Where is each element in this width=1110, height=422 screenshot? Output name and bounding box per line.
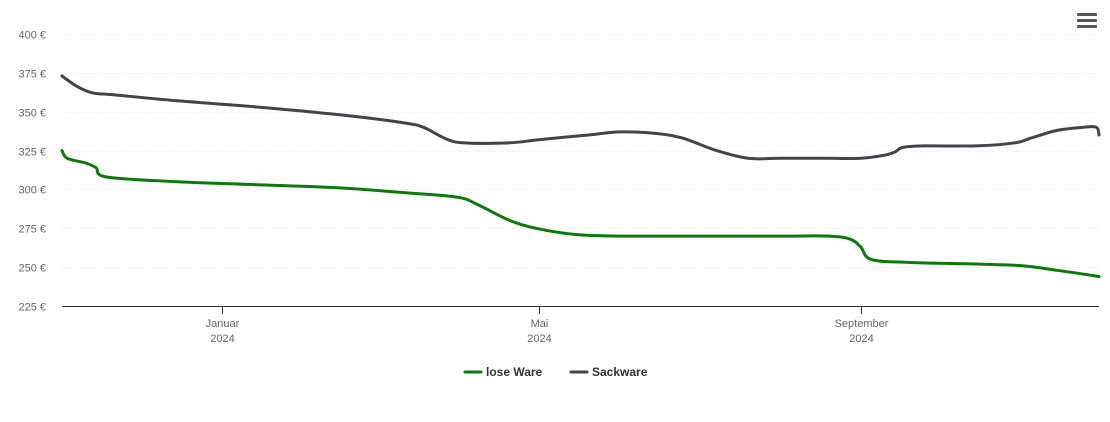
hamburger-menu-icon-bar <box>1077 19 1097 22</box>
legend-label: Sackware <box>592 365 648 379</box>
y-tick-label: 275 € <box>18 224 46 236</box>
grid-lines <box>62 34 1099 268</box>
x-tick-year: 2024 <box>210 333 234 345</box>
series-lines <box>60 74 1101 278</box>
x-tick-year: 2024 <box>527 333 551 345</box>
y-tick-label: 325 € <box>18 147 46 159</box>
y-axis-labels: 225 € 250 € 275 € 300 € 325 € 350 € 375 € 400 € <box>18 30 46 314</box>
x-axis-labels: Januar 2024 Mai 2024 September 2024 <box>206 306 889 345</box>
y-tick-label: 400 € <box>18 30 46 42</box>
legend-item[interactable]: lose Ware <box>463 365 543 379</box>
chart-menu-button[interactable] <box>1077 13 1097 31</box>
y-tick-label: 350 € <box>18 108 46 120</box>
hamburger-menu-icon <box>1077 13 1097 16</box>
legend-item[interactable]: Sackware <box>569 365 648 379</box>
y-tick-label: 250 € <box>18 263 46 275</box>
hamburger-menu-icon-bar <box>1077 25 1097 28</box>
series-line <box>60 74 1101 161</box>
legend-label: lose Ware <box>486 365 543 379</box>
x-tick-month: Januar <box>206 318 240 330</box>
x-tick-month: September <box>835 318 889 330</box>
y-tick-label: 300 € <box>18 185 46 197</box>
y-tick-label: 225 € <box>18 302 46 314</box>
legend: lose Ware Sackware <box>463 365 648 379</box>
x-tick-year: 2024 <box>849 333 873 345</box>
x-tick-month: Mai <box>531 318 549 330</box>
y-tick-label: 375 € <box>18 69 46 81</box>
series-line <box>60 149 1101 278</box>
